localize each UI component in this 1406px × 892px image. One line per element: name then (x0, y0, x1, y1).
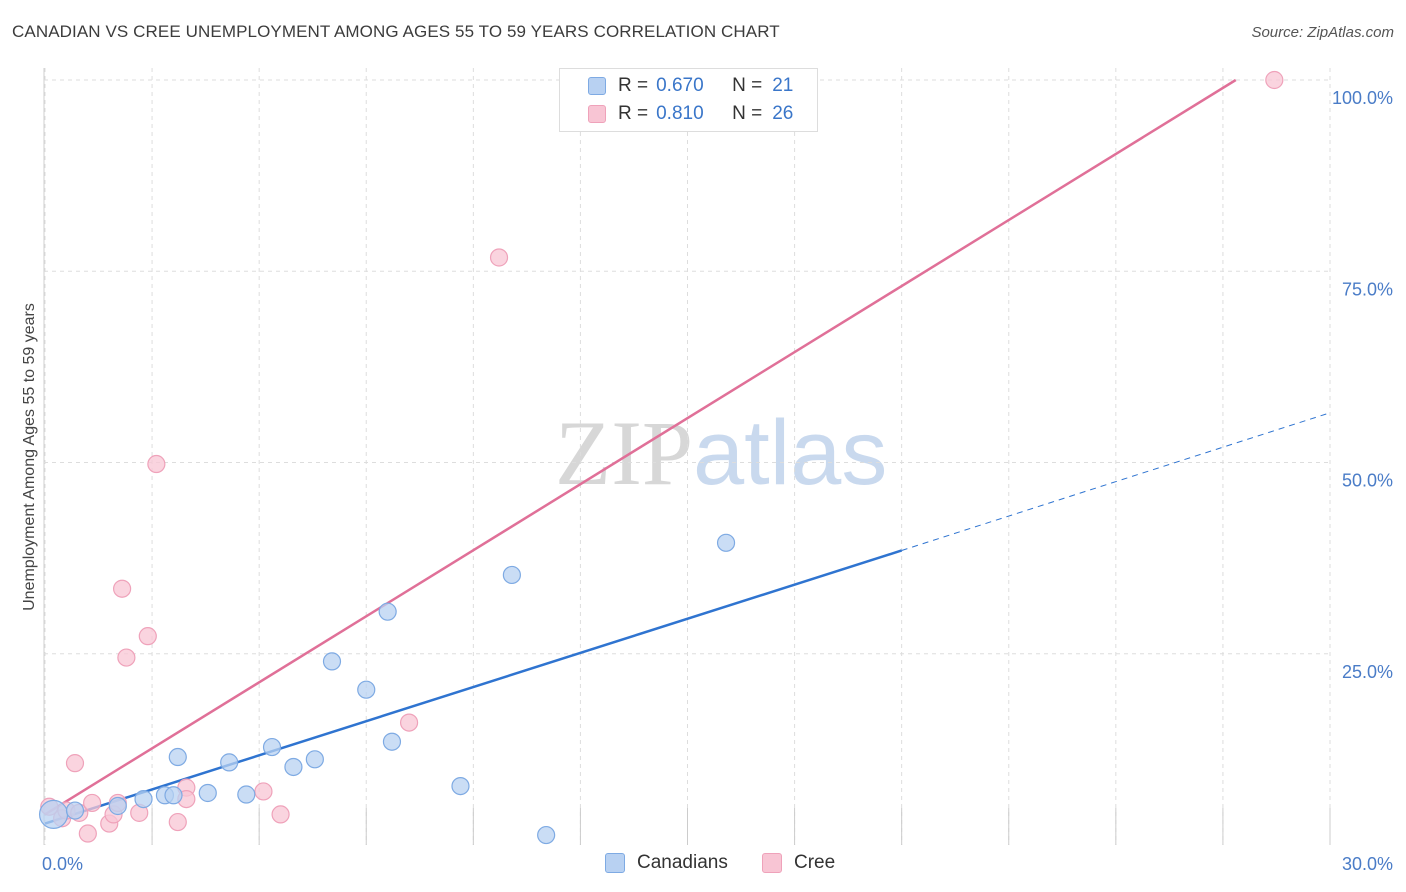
canadians-point (305, 750, 324, 769)
y-tick-label: 50.0% (1342, 471, 1393, 491)
data-points (38, 70, 1284, 845)
cree-point (399, 713, 419, 732)
canadians-point (322, 652, 342, 671)
cree-legend-label: Cree (794, 852, 836, 873)
canadians-point (198, 783, 217, 803)
stats-legend: R = 0.670 N = 21 R = 0.810 N = 26 (559, 68, 818, 132)
canadians-point (502, 565, 521, 585)
canadians-point (164, 786, 183, 805)
cree-point (1265, 70, 1284, 90)
x-tick-label: 0.0% (42, 854, 83, 874)
x-tick-label: 30.0% (1342, 854, 1393, 874)
canadians-point (168, 747, 187, 767)
canadians-point (262, 737, 282, 757)
cree-point (168, 812, 187, 832)
cree-point (271, 805, 290, 824)
y-tick-label: 100.0% (1332, 88, 1393, 108)
cree-r-value: 0.810 (656, 103, 704, 124)
canadians-point (108, 796, 127, 816)
cree-point (65, 754, 85, 773)
canadians-legend-icon (605, 853, 625, 873)
legend-row-canadians: R = 0.670 N = 21 (588, 73, 793, 99)
legend-r-label: R = (618, 75, 649, 96)
canadians-point (378, 602, 397, 621)
cree-point (83, 793, 102, 813)
source-label: Source: ZipAtlas.com (1251, 24, 1394, 41)
cree-point (138, 627, 157, 646)
cree-point (489, 248, 509, 267)
canadians-point (65, 801, 85, 820)
canadians-point (382, 732, 402, 751)
cree-swatch-icon (588, 105, 606, 123)
canadians-r-value: 0.670 (656, 75, 704, 96)
canadians-point (284, 757, 303, 777)
canadians-point (134, 789, 153, 809)
trend-lines (44, 78, 1331, 825)
series-legend: Canadians Cree (0, 852, 1406, 878)
legend-item-cree: Cree (762, 852, 835, 874)
canadians-point (357, 680, 376, 699)
canadians-point (451, 776, 470, 796)
canadians-legend-label: Canadians (637, 852, 728, 873)
canadians-point (38, 799, 69, 830)
legend-item-canadians: Canadians (605, 852, 728, 874)
canadians-trend-line (44, 549, 903, 825)
grid (43, 68, 1331, 845)
y-tick-label: 75.0% (1342, 279, 1393, 299)
chart-title: CANADIAN VS CREE UNEMPLOYMENT AMONG AGES… (12, 22, 780, 41)
cree-point (117, 648, 136, 667)
y-tick-label: 25.0% (1342, 662, 1393, 682)
legend-n-label: N = (732, 103, 763, 124)
watermark-atlas: atlas (693, 402, 888, 504)
legend-n-label: N = (732, 75, 763, 96)
canadians-point (716, 533, 736, 552)
cree-legend-icon (762, 853, 782, 873)
canadians-trend-extension (901, 412, 1331, 551)
cree-point (254, 782, 273, 801)
canadians-point (220, 753, 239, 772)
legend-row-cree: R = 0.810 N = 26 (588, 101, 793, 127)
canadians-point (537, 825, 556, 845)
canadians-n-value: 21 (772, 75, 794, 96)
cree-point (78, 824, 97, 843)
tick-labels: 25.0% 50.0% 75.0% 100.0% 0.0% 30.0% (42, 88, 1393, 874)
legend-r-label: R = (618, 103, 649, 124)
cree-point (147, 454, 166, 474)
canadians-point (237, 785, 256, 804)
canadians-swatch-icon (588, 77, 606, 95)
cree-point (112, 579, 132, 598)
cree-n-value: 26 (772, 103, 794, 124)
cree-trend-line (44, 78, 1237, 816)
